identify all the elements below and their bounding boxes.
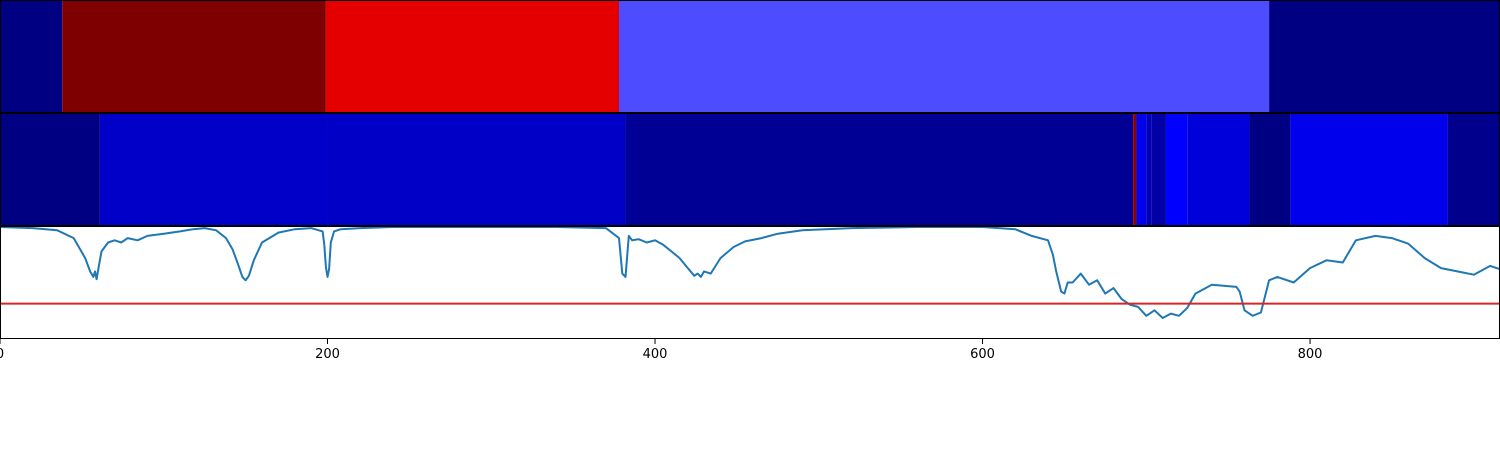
heatmap-bottom-segment — [625, 114, 1134, 225]
x-tick-label: 800 — [1298, 347, 1323, 362]
heatmap-bottom-segment — [1151, 114, 1166, 225]
heatmap-top-segment — [325, 1, 619, 112]
x-tick-label: 0 — [0, 347, 4, 362]
heatmap-top — [0, 1, 1500, 112]
heatmap-bottom-segment — [1447, 114, 1500, 225]
heatmap-bottom-segment — [0, 114, 100, 225]
heatmap-top-segment — [62, 1, 326, 112]
heatmap-top-segment — [618, 1, 1270, 112]
heatmap-bottom-segment — [327, 114, 626, 225]
heatmap-bottom-segment — [1249, 114, 1291, 225]
x-tick-label: 400 — [643, 347, 668, 362]
heatmap-bottom-segment — [1187, 114, 1250, 225]
heatmap-bottom-segment — [99, 114, 328, 225]
heatmap-bottom-segment — [1133, 114, 1137, 225]
heatmap-bottom — [0, 114, 1500, 225]
heatmap-bottom-segment — [1136, 114, 1147, 225]
heatmap-top-segment — [0, 1, 63, 112]
x-axis: 0 200 400 600 800 — [0, 338, 1322, 362]
heatmap-bottom-segment — [1146, 114, 1152, 225]
heatmap-top-segment — [1269, 1, 1500, 112]
series-line — [0, 226, 1500, 319]
heatmap-bottom-segment — [1165, 114, 1188, 225]
x-tick-label: 200 — [315, 347, 340, 362]
heatmap-bottom-segment — [1290, 114, 1448, 225]
line-panel — [0, 226, 1500, 319]
x-tick-label: 600 — [970, 347, 995, 362]
line-panel-frame — [0, 226, 1500, 339]
